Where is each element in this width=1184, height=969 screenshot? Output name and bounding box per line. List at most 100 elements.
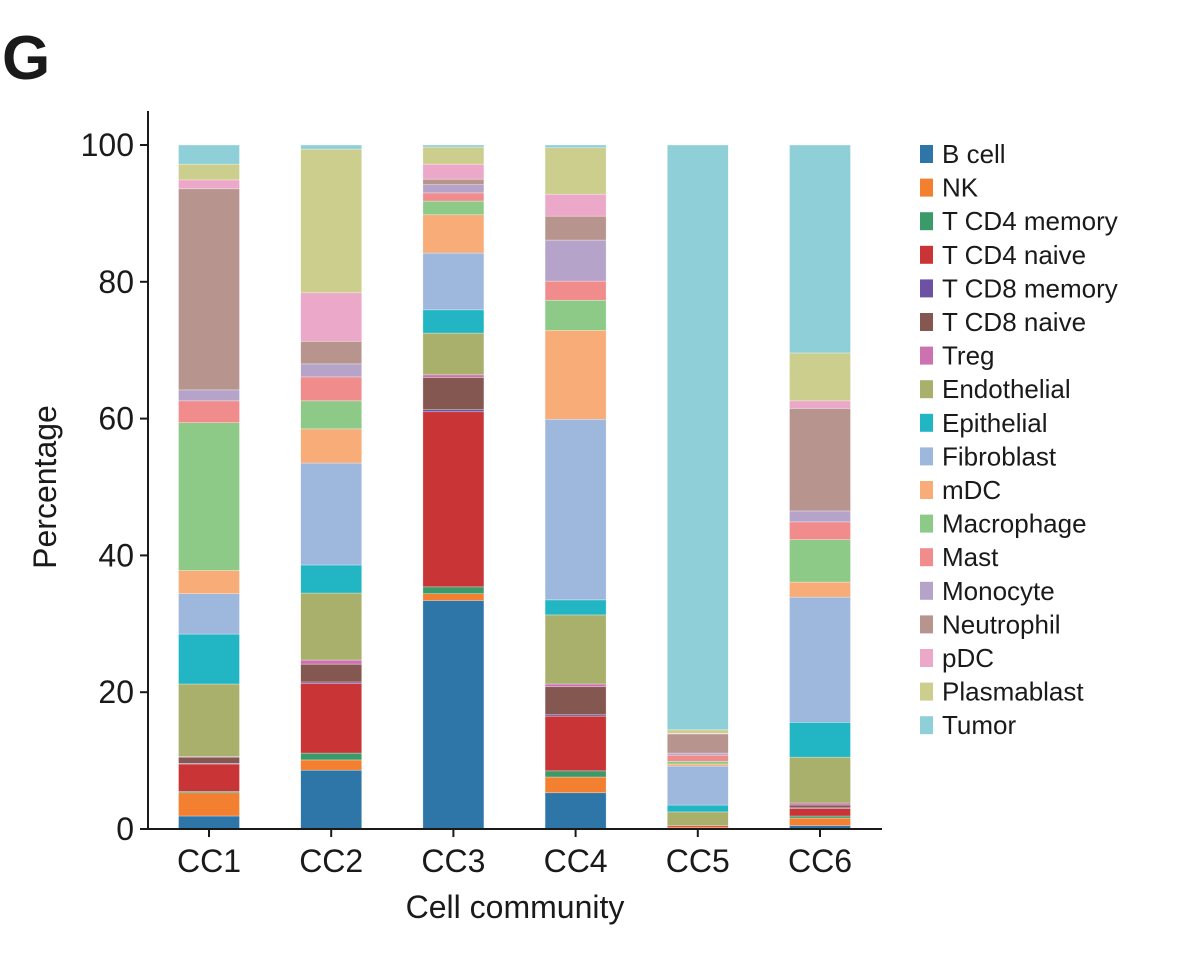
legend-item-macrophage: Macrophage: [920, 509, 1087, 539]
bar-segment-cc6-pdc: [789, 400, 851, 409]
legend-item-treg: Treg: [920, 341, 995, 371]
legend-swatch: [920, 279, 933, 298]
legend-label: NK: [942, 173, 979, 203]
bar-stack-cc2: [300, 144, 363, 830]
bar-segment-cc1-endothelial: [178, 683, 240, 757]
bar-segment-cc5-neutrophil: [666, 733, 729, 754]
legend-swatch: [920, 145, 933, 163]
legend-label: Plasmablast: [942, 677, 1084, 707]
bar-segment-cc1-tumor: [178, 144, 240, 165]
bar-segment-cc2-pdc: [300, 292, 363, 342]
bar-segment-cc6-monocyte: [789, 510, 851, 523]
bar-segment-cc6-tumor: [789, 144, 851, 354]
bar-segment-cc6-neutrophil: [789, 408, 851, 512]
bar-segment-cc5-fibroblast: [666, 765, 729, 806]
y-ticks-group: 0 20 40 60 80 100: [81, 127, 148, 847]
bar-segment-cc2-t-cd8-naive: [300, 663, 363, 683]
legend-swatch: [920, 615, 933, 634]
bar-segment-cc6-t-cd4-naive: [789, 808, 851, 817]
bar-segment-cc3-treg: [422, 374, 485, 378]
legend-label: T CD4 naive: [942, 240, 1086, 270]
legend-swatch: [920, 649, 933, 667]
bar-segment-cc1-fibroblast: [178, 593, 240, 635]
legend-item-neutrophil: Neutrophil: [920, 609, 1061, 639]
legend-label: Fibroblast: [942, 441, 1057, 471]
bar-segment-cc2-b-cell: [300, 769, 363, 830]
legend-label: B cell: [942, 139, 1006, 169]
bar-segment-cc4-monocyte: [544, 239, 607, 282]
legend-swatch: [920, 514, 933, 533]
panel-label: G: [2, 24, 51, 93]
bar-segment-cc1-mdc: [178, 570, 240, 595]
bar-segment-cc2-t-cd4-naive: [300, 683, 363, 754]
axes-group: [147, 111, 882, 830]
bar-segment-cc6-t-cd4-memory: [789, 815, 851, 819]
legend-item-b-cell: B cell: [920, 139, 1006, 169]
bar-segment-cc4-t-cd4-memory: [544, 770, 607, 778]
x-tick-label-cc1: CC1: [177, 843, 241, 879]
bar-segment-cc2-endothelial: [300, 592, 363, 661]
legend-swatch: [920, 346, 933, 365]
bar-stack-cc6: [789, 144, 851, 830]
y-axis-title: Percentage: [27, 405, 63, 569]
y-tick-label: 80: [98, 264, 134, 300]
x-tick-label-cc5: CC5: [666, 843, 730, 879]
x-tick-label-cc2: CC2: [299, 843, 363, 879]
bar-segment-cc5-plasmablast: [666, 729, 729, 734]
bar-segment-cc2-fibroblast: [300, 462, 363, 566]
legend-item-t-cd8-memory: T CD8 memory: [920, 273, 1118, 303]
bar-segment-cc2-tumor: [300, 144, 363, 150]
legend-item-nk: NK: [920, 173, 979, 203]
legend-item-tumor: Tumor: [920, 710, 1016, 740]
legend-label: Treg: [942, 341, 995, 371]
bar-stack-cc5: [666, 144, 729, 830]
bar-segment-cc4-treg: [544, 683, 607, 688]
legend-label: Macrophage: [942, 509, 1087, 539]
bar-segment-cc1-b-cell: [178, 815, 240, 830]
bar-segment-cc4-mast: [544, 280, 607, 301]
legend-swatch: [920, 716, 933, 735]
y-tick-label: 20: [98, 674, 134, 710]
bar-segment-cc5-endothelial: [666, 811, 729, 826]
bar-segment-cc4-macrophage: [544, 299, 607, 331]
bar-segment-cc3-macrophage: [422, 200, 485, 216]
bar-segment-cc2-mast: [300, 376, 363, 402]
bar-segment-cc4-nk: [544, 776, 607, 794]
bar-segment-cc5-epithelial: [666, 804, 729, 813]
bar-segment-cc3-epithelial: [422, 309, 485, 334]
bar-segment-cc4-endothelial: [544, 614, 607, 685]
bar-segment-cc5-mdc: [666, 763, 729, 767]
bar-segment-cc3-mast: [422, 192, 485, 202]
y-tick-label: 100: [81, 127, 134, 163]
legend-item-t-cd8-naive: T CD8 naive: [920, 307, 1086, 337]
bar-segment-cc6-nk: [789, 817, 851, 826]
bar-segment-cc1-monocyte: [178, 389, 240, 402]
bar-segment-cc5-tumor: [666, 144, 729, 731]
legend-item-mdc: mDC: [920, 475, 1001, 505]
legend-swatch: [920, 380, 933, 399]
bar-segment-cc4-t-cd8-naive: [544, 686, 607, 716]
bar-segment-cc1-t-cd4-naive: [178, 763, 240, 792]
x-tick-label-cc4: CC4: [544, 843, 608, 879]
legend-swatch: [920, 447, 933, 466]
legend-label: Mast: [942, 542, 999, 572]
bar-segment-cc4-epithelial: [544, 599, 607, 616]
bar-segment-cc4-t-cd4-naive: [544, 715, 607, 772]
bar-segment-cc1-plasmablast: [178, 163, 240, 181]
bar-segment-cc3-t-cd8-naive: [422, 377, 485, 411]
legend-swatch: [920, 245, 933, 264]
bar-segment-cc2-t-cd4-memory: [300, 752, 363, 761]
bar-stack-cc3: [422, 144, 485, 830]
legend-item-endothelial: Endothelial: [920, 374, 1071, 404]
bar-segment-cc1-macrophage: [178, 422, 240, 571]
bar-segment-cc6-macrophage: [789, 539, 851, 583]
bar-segment-cc1-pdc: [178, 179, 240, 190]
y-tick-label: 0: [116, 811, 134, 847]
bar-segment-cc4-tumor: [544, 144, 607, 149]
legend-swatch: [920, 481, 933, 499]
bar-segment-cc2-nk: [300, 759, 363, 771]
bar-segment-cc3-fibroblast: [422, 252, 485, 311]
bar-stack-cc1: [178, 144, 240, 830]
bar-stack-cc4: [544, 144, 607, 830]
